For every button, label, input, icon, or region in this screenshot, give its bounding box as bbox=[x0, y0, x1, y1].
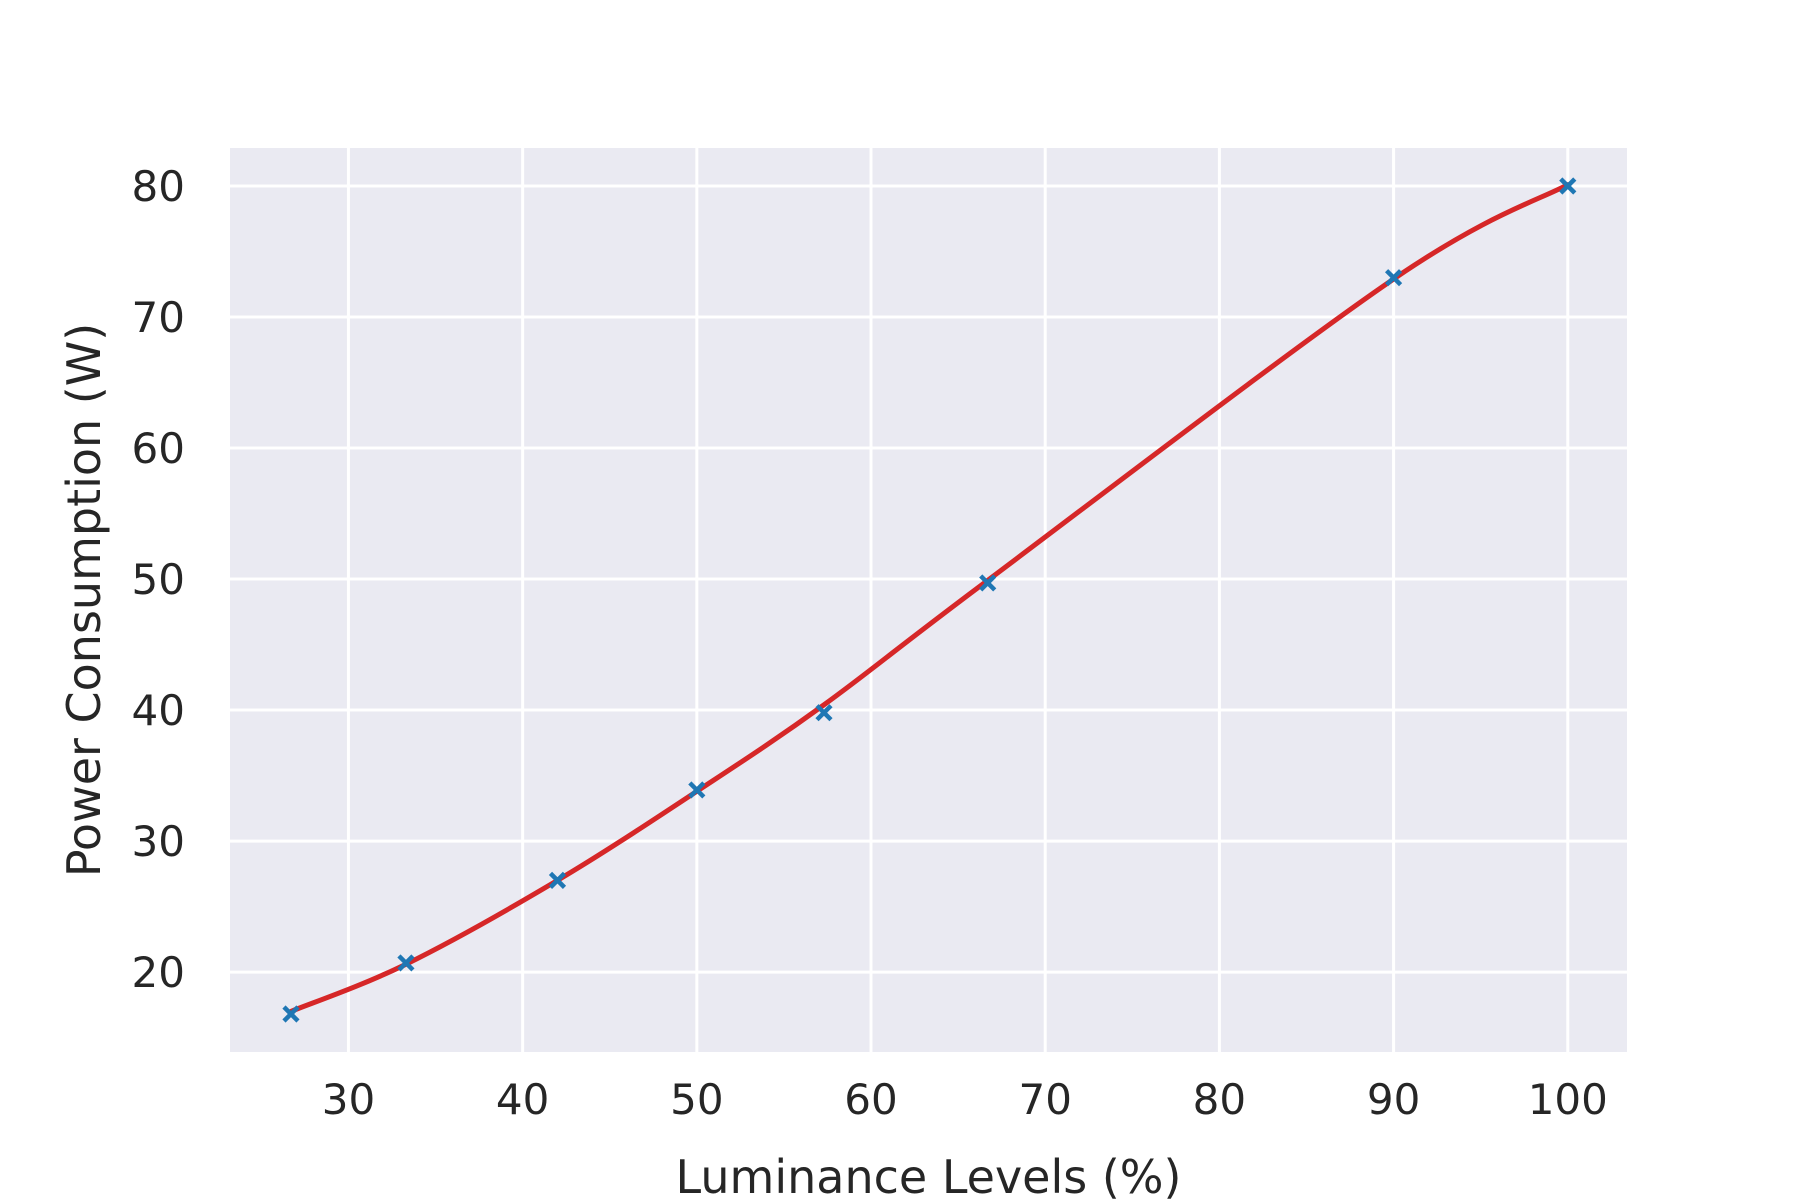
data-point-marker bbox=[815, 704, 833, 722]
data-point-marker bbox=[688, 781, 706, 799]
x-tick-label: 80 bbox=[1193, 1075, 1246, 1124]
grid-lines bbox=[230, 148, 1627, 1052]
data-point-marker bbox=[397, 954, 415, 972]
data-point-marker bbox=[548, 871, 567, 889]
x-tick-label: 70 bbox=[1018, 1075, 1071, 1124]
x-axis-label: Luminance Levels (%) bbox=[676, 1150, 1182, 1200]
series-layer bbox=[282, 177, 1577, 1023]
y-tick-label: 80 bbox=[132, 162, 185, 211]
y-tick-label: 30 bbox=[132, 817, 185, 866]
y-tick-label: 70 bbox=[132, 293, 185, 342]
data-point-marker bbox=[979, 574, 997, 592]
x-tick-label: 40 bbox=[496, 1075, 549, 1124]
x-tick-label: 60 bbox=[844, 1075, 897, 1124]
x-tick-label: 90 bbox=[1367, 1075, 1420, 1124]
y-tick-label: 50 bbox=[132, 555, 185, 604]
y-tick-label: 40 bbox=[132, 686, 185, 735]
y-tick-label: 20 bbox=[132, 948, 185, 997]
y-tick-label: 60 bbox=[132, 424, 185, 473]
y-axis-label: Power Consumption (W) bbox=[57, 323, 111, 877]
plot-area bbox=[230, 148, 1627, 1052]
data-point-marker bbox=[1384, 269, 1403, 287]
data-point-marker bbox=[1559, 177, 1577, 195]
x-tick-label: 50 bbox=[670, 1075, 723, 1124]
fit-curve-line bbox=[288, 182, 1571, 1014]
data-point-marker bbox=[282, 1005, 300, 1023]
y-axis-ticks: 20 30 40 50 60 70 80 bbox=[132, 162, 185, 997]
x-tick-label: 30 bbox=[322, 1075, 375, 1124]
x-axis-ticks: 30 40 50 60 70 80 90 100 bbox=[322, 1075, 1608, 1124]
x-tick-label: 100 bbox=[1528, 1075, 1608, 1124]
